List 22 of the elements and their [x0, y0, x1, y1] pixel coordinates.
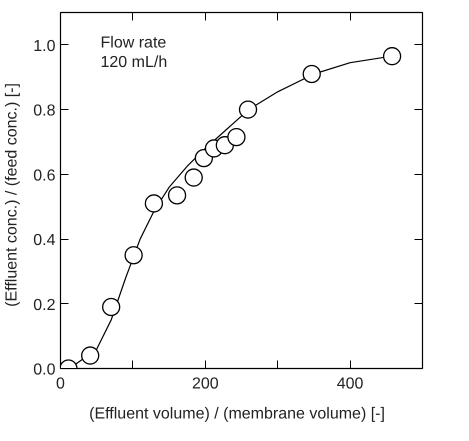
point — [238, 100, 258, 119]
point — [102, 298, 120, 316]
point — [302, 64, 321, 84]
y-tick-label: 0.8 — [33, 102, 56, 120]
x-axis-title: (Effluent volume) / (membrane volume) [-] — [89, 406, 385, 422]
point — [184, 168, 203, 187]
point — [144, 194, 164, 213]
point — [168, 186, 186, 204]
y-tick-label: 0.6 — [33, 167, 56, 184]
x-tick-label: 200 — [192, 376, 219, 392]
annotation: Flow rate 120 mL/h — [100, 34, 168, 72]
x-tick-label: 400 — [336, 376, 364, 392]
text: 0.0 — [33, 362, 56, 378]
point — [81, 346, 100, 365]
y-tick-label: 0.4 — [33, 232, 56, 250]
y-tick-label: 0.2 — [33, 296, 56, 314]
text: 1.0 — [33, 38, 56, 55]
point — [124, 246, 143, 264]
x-tick-label: 0 — [56, 376, 66, 392]
y-axis-title: (Effluent conc.) / (feed conc.) [-] — [3, 83, 20, 307]
point — [382, 47, 402, 66]
point — [227, 128, 246, 146]
